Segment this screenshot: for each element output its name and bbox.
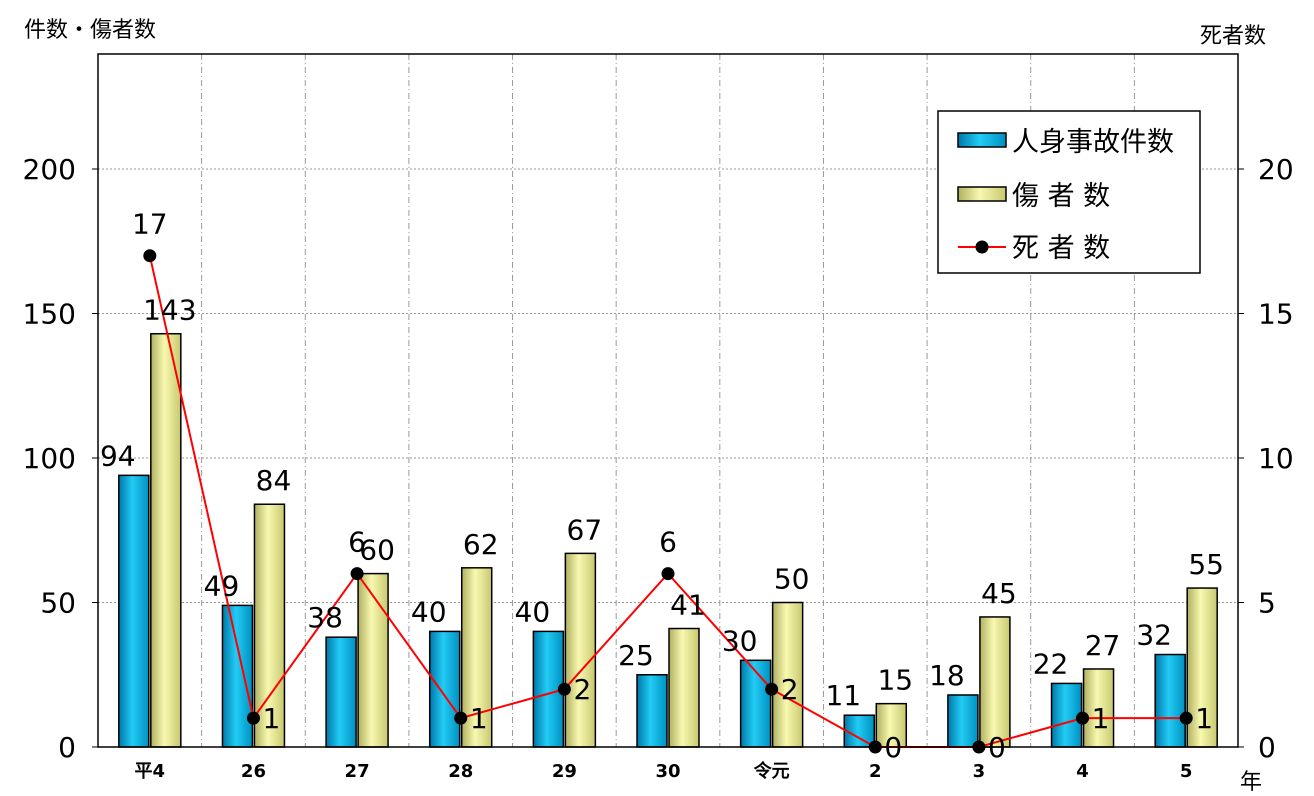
- x-tick-label: 平4: [135, 761, 166, 782]
- legend-label: 傷 者 数: [1012, 181, 1110, 212]
- deaths-marker: [661, 567, 675, 581]
- data-label-accidents: 18: [929, 659, 965, 692]
- deaths-marker: [246, 711, 260, 725]
- data-label-deaths: 1: [1092, 702, 1110, 735]
- x-tick-label: 27: [345, 761, 370, 782]
- bar-accidents: [1154, 653, 1186, 748]
- x-tick-label: 4: [1076, 761, 1089, 782]
- deaths-marker: [765, 682, 779, 696]
- x-tick-label: 令元: [753, 760, 790, 782]
- data-label-injured: 27: [1085, 629, 1121, 662]
- data-label-deaths: 1: [470, 702, 488, 735]
- deaths-marker: [557, 682, 571, 696]
- bar-injured: [253, 503, 286, 748]
- legend-label: 死 者 数: [1012, 233, 1110, 264]
- right-tick-label: 15: [1258, 298, 1294, 331]
- deaths-marker: [143, 249, 157, 263]
- right-tick-label: 10: [1258, 442, 1294, 475]
- data-label-injured: 84: [256, 464, 292, 497]
- bar-injured: [564, 552, 597, 748]
- data-label-injured: 41: [670, 589, 706, 622]
- right-tick-label: 20: [1258, 153, 1294, 186]
- bar-injured: [771, 601, 804, 748]
- data-label-deaths: 6: [659, 526, 677, 559]
- left-tick-label: 200: [23, 153, 76, 186]
- left-tick-label: 100: [23, 442, 76, 475]
- left-tick-label: 0: [58, 731, 76, 764]
- x-axis-unit: 年: [1240, 770, 1263, 795]
- deaths-marker: [454, 711, 468, 725]
- left-tick-label: 50: [40, 587, 76, 620]
- x-tick-label: 3: [973, 761, 986, 782]
- data-label-accidents: 25: [618, 639, 654, 672]
- bar-accidents: [325, 636, 357, 748]
- data-label-accidents: 49: [204, 569, 240, 602]
- plot-frame: [97, 53, 1239, 748]
- left-axis-title: 件数・傷者数: [24, 18, 157, 43]
- x-tick-label: 28: [448, 761, 473, 782]
- deaths-marker: [1179, 711, 1193, 725]
- data-label-deaths: 17: [132, 208, 168, 241]
- data-label-deaths: 1: [263, 702, 281, 735]
- bar-accidents: [947, 694, 979, 748]
- data-label-injured: 50: [774, 563, 810, 596]
- bar-injured: [979, 616, 1011, 748]
- data-label-injured: 55: [1188, 548, 1224, 581]
- deaths-marker: [350, 567, 364, 581]
- data-label-accidents: 32: [1136, 619, 1172, 652]
- data-label-injured: 60: [359, 534, 395, 567]
- data-label-injured: 143: [143, 294, 196, 327]
- data-label-accidents: 40: [515, 595, 551, 628]
- x-tick-label: 5: [1180, 761, 1193, 782]
- left-tick-label: 150: [23, 298, 76, 331]
- bar-injured: [357, 572, 389, 748]
- bar-accidents: [221, 604, 254, 748]
- data-label-accidents: 11: [825, 679, 861, 712]
- legend-swatch-deaths-marker: [975, 240, 989, 254]
- x-tick-label: 26: [241, 761, 266, 782]
- data-label-deaths: 2: [781, 673, 799, 706]
- deaths-marker: [1076, 711, 1090, 725]
- data-label-accidents: 22: [1033, 647, 1069, 680]
- data-label-deaths: 6: [348, 526, 366, 559]
- data-label-injured: 67: [567, 513, 603, 546]
- legend-label: 人身事故件数: [1012, 127, 1174, 158]
- right-tick-label: 0: [1258, 731, 1276, 764]
- x-tick-label: 30: [655, 761, 680, 782]
- bar-injured: [150, 332, 182, 748]
- data-label-injured: 62: [463, 528, 499, 561]
- bar-accidents: [428, 630, 461, 748]
- data-label-injured: 45: [981, 577, 1017, 610]
- bar-injured: [668, 627, 700, 748]
- right-tick-label: 5: [1258, 587, 1276, 620]
- bar-accidents: [739, 659, 772, 748]
- data-label-accidents: 38: [307, 601, 343, 634]
- data-label-deaths: 2: [573, 673, 591, 706]
- data-label-injured: 15: [877, 664, 913, 697]
- data-label-deaths: 1: [1195, 702, 1213, 735]
- data-label-accidents: 94: [100, 439, 136, 472]
- data-label-accidents: 30: [722, 624, 758, 657]
- bar-accidents: [118, 474, 150, 748]
- legend-swatch-injured: [957, 186, 1007, 202]
- bar-accidents: [636, 674, 668, 748]
- legend-swatch-accidents: [957, 132, 1007, 148]
- right-axis-title: 死者数: [1200, 24, 1267, 49]
- x-tick-label: 29: [552, 761, 577, 782]
- data-label-accidents: 40: [411, 595, 447, 628]
- x-tick-label: 2: [869, 761, 882, 782]
